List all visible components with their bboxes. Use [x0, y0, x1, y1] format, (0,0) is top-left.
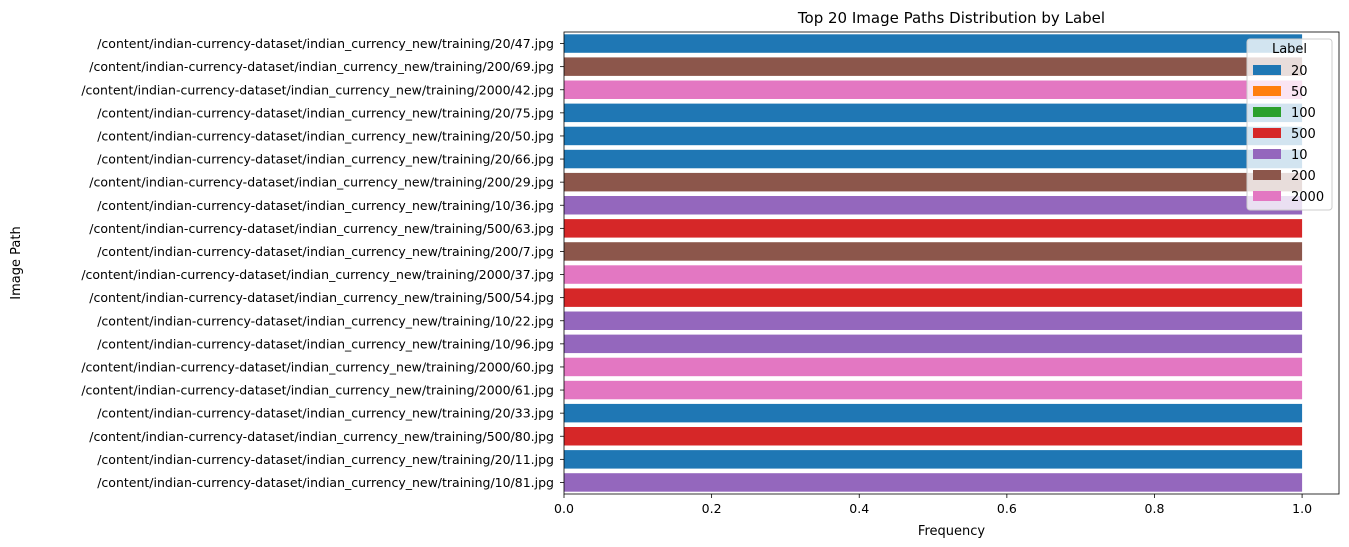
x-axis-label: Frequency [918, 524, 985, 539]
y-tick-label: /content/indian-currency-dataset/indian_… [97, 406, 554, 421]
y-tick-label: /content/indian-currency-dataset/indian_… [97, 244, 554, 259]
y-tick-label: /content/indian-currency-dataset/indian_… [81, 359, 554, 374]
legend-swatch [1253, 86, 1281, 96]
x-tick-labels: 0.0 0.2 0.4 0.6 0.8 1.0 [554, 494, 1312, 516]
legend-box [1246, 38, 1333, 211]
y-tick-label: /content/indian-currency-dataset/indian_… [89, 221, 554, 236]
y-tick-label: /content/indian-currency-dataset/indian_… [97, 198, 554, 213]
bar [564, 427, 1303, 446]
y-tick-label: /content/indian-currency-dataset/indian_… [97, 36, 554, 51]
bar [564, 334, 1303, 354]
y-tick-labels: /content/indian-currency-dataset/indian_… [81, 36, 564, 490]
bar [564, 219, 1303, 238]
y-tick-label: /content/indian-currency-dataset/indian_… [97, 152, 554, 167]
y-tick-label: /content/indian-currency-dataset/indian_… [89, 59, 554, 74]
legend-label: 100 [1291, 106, 1316, 121]
legend-label: 200 [1291, 169, 1316, 184]
x-tick-label: 0.8 [1145, 501, 1165, 516]
legend-label: 50 [1291, 85, 1308, 100]
bar [564, 265, 1303, 284]
y-tick-label: /content/indian-currency-dataset/indian_… [97, 475, 554, 490]
x-tick-label: 0.6 [997, 501, 1017, 516]
chart-title: Top 20 Image Paths Distribution by Label [797, 9, 1105, 27]
y-tick-label: /content/indian-currency-dataset/indian_… [97, 105, 554, 120]
bar [564, 403, 1303, 423]
legend-label: 2000 [1291, 190, 1324, 205]
y-tick-label: /content/indian-currency-dataset/indian_… [81, 383, 554, 398]
legend-title: Label [1272, 42, 1307, 57]
x-tick-label: 0.0 [554, 501, 574, 516]
legend-label: 20 [1291, 64, 1308, 79]
bar [564, 57, 1303, 76]
bar [564, 34, 1303, 53]
y-axis-label: Image Path [9, 226, 24, 299]
bar [564, 126, 1303, 146]
x-tick-label: 0.4 [849, 501, 869, 516]
legend-swatch [1253, 149, 1281, 159]
y-tick-label: /content/indian-currency-dataset/indian_… [89, 429, 554, 444]
bar [564, 473, 1303, 492]
legend-swatch [1253, 107, 1281, 117]
bar [564, 149, 1303, 169]
bar [564, 311, 1303, 330]
y-tick-label: /content/indian-currency-dataset/indian_… [97, 452, 554, 467]
legend-swatch [1253, 170, 1281, 180]
bar [564, 103, 1303, 123]
bar [564, 380, 1303, 400]
legend-swatch [1253, 65, 1281, 75]
bar [564, 288, 1303, 307]
bar [564, 196, 1303, 215]
bars-layer [564, 34, 1303, 492]
bar [564, 450, 1303, 469]
x-tick-label: 1.0 [1292, 501, 1312, 516]
y-tick-label: /content/indian-currency-dataset/indian_… [81, 267, 554, 282]
bar [564, 80, 1303, 99]
legend-label: 10 [1291, 148, 1308, 163]
legend-swatch [1253, 128, 1281, 138]
y-tick-label: /content/indian-currency-dataset/indian_… [97, 128, 554, 143]
y-tick-label: /content/indian-currency-dataset/indian_… [97, 313, 554, 328]
y-tick-label: /content/indian-currency-dataset/indian_… [89, 290, 554, 305]
y-tick-label: /content/indian-currency-dataset/indian_… [89, 175, 554, 190]
y-tick-label: /content/indian-currency-dataset/indian_… [81, 82, 554, 97]
plot-frame [563, 31, 1340, 495]
legend-swatch [1253, 191, 1281, 201]
x-tick-label: 0.2 [702, 501, 722, 516]
y-tick-label: /content/indian-currency-dataset/indian_… [97, 336, 554, 351]
legend: Label 20 50 100 500 10 200 2000 [1246, 38, 1333, 211]
bar [564, 242, 1303, 261]
legend-label: 500 [1291, 127, 1316, 142]
bar [564, 357, 1303, 377]
bar [564, 172, 1303, 192]
